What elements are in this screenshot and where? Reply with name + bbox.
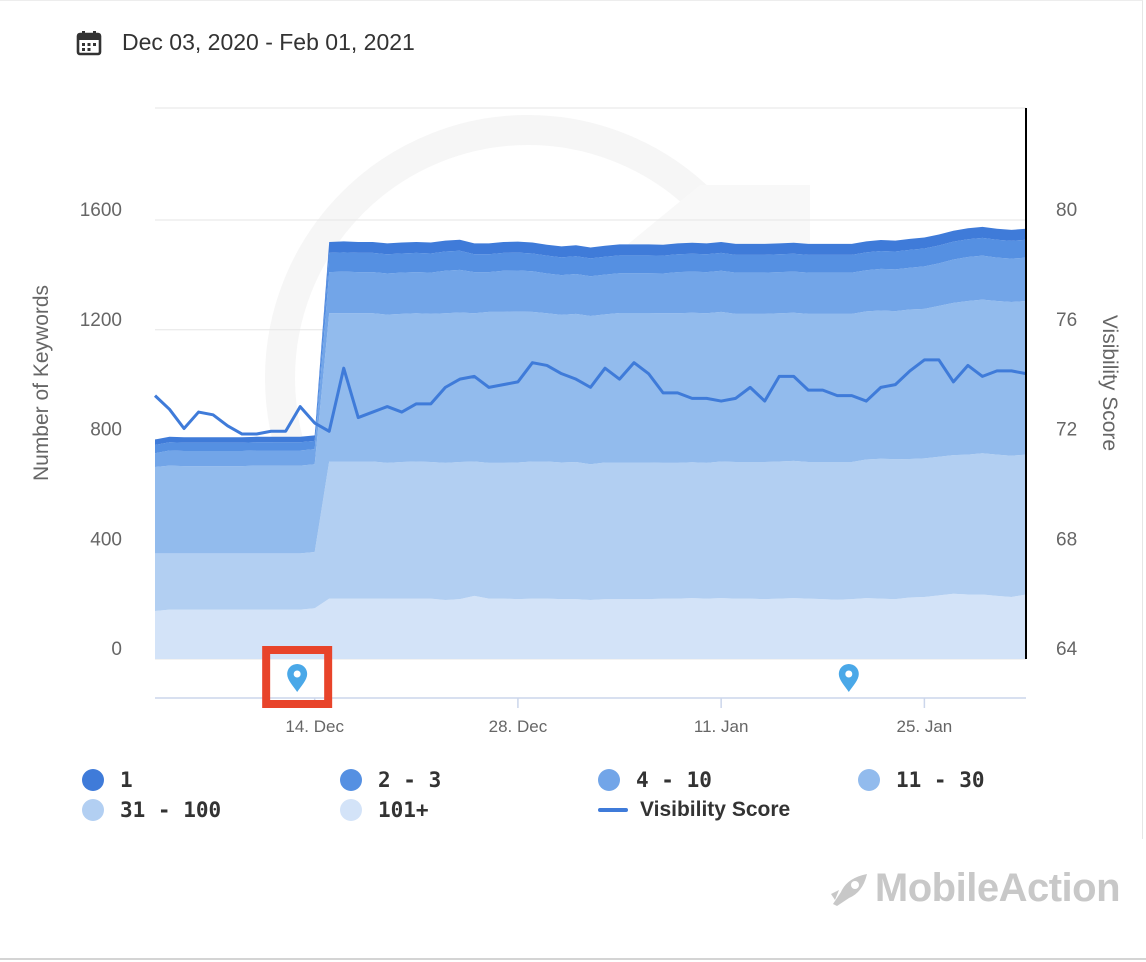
x-tick-label: 25. Jan: [897, 717, 953, 736]
x-tick-label: 11. Jan: [694, 717, 749, 736]
legend-item[interactable]: 4 - 10: [598, 768, 712, 792]
legend-label: 11 - 30: [896, 768, 985, 792]
legend-item[interactable]: 11 - 30: [858, 768, 985, 792]
marker-layer: [262, 646, 859, 708]
area-series-2-3: [155, 237, 1026, 454]
area-series-4-10: [155, 255, 1026, 467]
y-tick-label: 0: [111, 639, 122, 660]
y-axis-title: Number of Keywords: [30, 285, 53, 481]
y2-tick-label: 64: [1056, 639, 1078, 660]
visibility-line-layer: [153, 358, 1027, 436]
legend-dot-swatch: [82, 799, 104, 821]
legend-dot-swatch: [598, 769, 620, 791]
legend-dot-swatch: [858, 769, 880, 791]
y2-tick-label: 72: [1056, 420, 1077, 441]
map-pin-body: [287, 664, 308, 692]
legend-label: 2 - 3: [378, 768, 442, 792]
area-series-101: [155, 593, 1026, 659]
date-range-text: Dec 03, 2020 - Feb 01, 2021: [122, 29, 415, 55]
legend-dot-swatch: [340, 799, 362, 821]
legend-label: Visibility Score: [640, 798, 791, 821]
map-pin-dot: [845, 670, 853, 678]
legend-dot-swatch: [82, 769, 104, 791]
legend-line-swatch: [598, 808, 628, 812]
axes: 0 400 800 1200 1600 64 68 72 76 80 14. Dec 28. Dec 1…: [80, 108, 1078, 736]
area-series-11-30: [155, 299, 1026, 554]
legend-label: 101+: [378, 798, 429, 822]
legend-item[interactable]: 2 - 3: [340, 768, 441, 792]
highlight-box: [262, 646, 333, 708]
bottom-divider: [0, 958, 1146, 960]
y-tick-label: 800: [90, 420, 122, 441]
date-range-selector[interactable]: Dec 03, 2020 - Feb 01, 2021: [76, 29, 415, 56]
legend-item[interactable]: Visibility Score: [598, 798, 790, 822]
y2-tick-label: 68: [1056, 529, 1077, 550]
x-tick-label: 28. Dec: [489, 717, 548, 736]
map-pin-dot: [293, 670, 301, 678]
legend-dot-swatch: [340, 769, 362, 791]
stacked-areas: [155, 226, 1026, 659]
legend-item[interactable]: 31 - 100: [82, 798, 221, 822]
brand-logo: MobileAction: [829, 866, 1121, 911]
legend-label: 31 - 100: [120, 798, 222, 822]
map-pin-icon: [838, 664, 859, 692]
y2-tick-label: 76: [1056, 310, 1077, 331]
visibility-score-line: [153, 358, 1027, 436]
map-pin-body: [838, 664, 859, 692]
map-pin-icon: [287, 664, 308, 692]
brand-name: MobileAction: [874, 866, 1121, 910]
y-tick-label: 400: [90, 529, 122, 550]
keyword-ranking-chart: 0 400 800 1200 1600 64 68 72 76 80 14. Dec 28. Dec 1…: [30, 107, 1121, 736]
legend-label: 4 - 10: [636, 768, 712, 792]
y-tick-label: 1200: [80, 310, 122, 331]
area-series-31-100: [155, 453, 1026, 611]
y2-tick-label: 80: [1056, 200, 1077, 221]
y2-axis-title: Visibility Score: [1098, 315, 1121, 451]
legend-item[interactable]: 1: [82, 768, 133, 792]
rocket-logo-icon: [830, 873, 867, 906]
legend-label: 1: [120, 768, 133, 792]
legend-item[interactable]: 101+: [340, 798, 429, 822]
y-tick-label: 1600: [80, 200, 122, 221]
x-tick-label: 14. Dec: [285, 717, 344, 736]
calendar-icon: [76, 30, 102, 55]
